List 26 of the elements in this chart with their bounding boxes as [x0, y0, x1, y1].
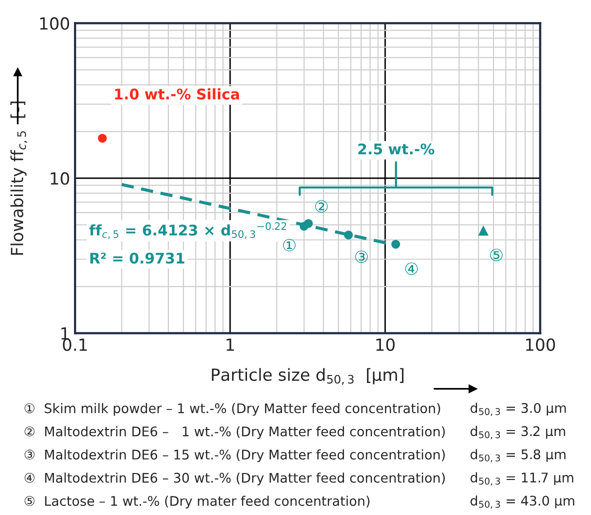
text: d$_{50,3}$ = 43.0 µm: [470, 495, 574, 509]
x-axis-title: Particle size d$_{50,3}$ [µm]: [212, 368, 404, 385]
annotation: ③: [355, 250, 368, 263]
text: ① Skim milk powder – 1 wt.-% (Dry Matter feed concentration): [24, 403, 440, 416]
x-tick-label: 10: [376, 338, 395, 351]
annotation: ⑤: [490, 248, 503, 262]
annotation: 1.0 wt.-% Silica: [115, 88, 239, 100]
text: ③ Maltodextrin DE6 – 15 wt.-% (Dry Matter feed concentration): [24, 449, 445, 462]
text: ④ Maltodextrin DE6 – 30 wt.-% (Dry Matter feed concentration): [24, 472, 445, 486]
text: d$_{50,3}$ = 5.8 µm: [470, 449, 566, 462]
x-tick-label: 100: [526, 338, 555, 351]
annotation: ①: [283, 238, 296, 252]
text: ⑤ Lactose – 1 wt.-% (Dry mater feed concentration): [24, 496, 370, 509]
text: d$_{50,3}$ = 11.7 µm: [470, 472, 574, 486]
annotation: 2.5 wt.-%: [358, 143, 434, 155]
x-tick-label: 1: [226, 338, 234, 351]
annotation: ④: [405, 262, 418, 275]
annotation: R² = 0.9731: [90, 252, 184, 264]
text: ② Maltodextrin DE6 – 1 wt.-% (Dry Matter feed concentration): [24, 426, 445, 439]
x-tick-label: 0.1: [62, 338, 87, 351]
y-tick-label: 10: [50, 172, 70, 185]
y-tick-label: 100: [40, 17, 70, 30]
text: d$_{50,3}$ = 3.0 µm: [470, 402, 566, 416]
text: d$_{50,3}$ = 3.2 µm: [470, 426, 566, 440]
annotation: ff$_{c,5}$ = 6.4123 × d$_{50,3}$$^{−0.22}$: [89, 222, 286, 240]
annotation: ②: [315, 200, 328, 213]
